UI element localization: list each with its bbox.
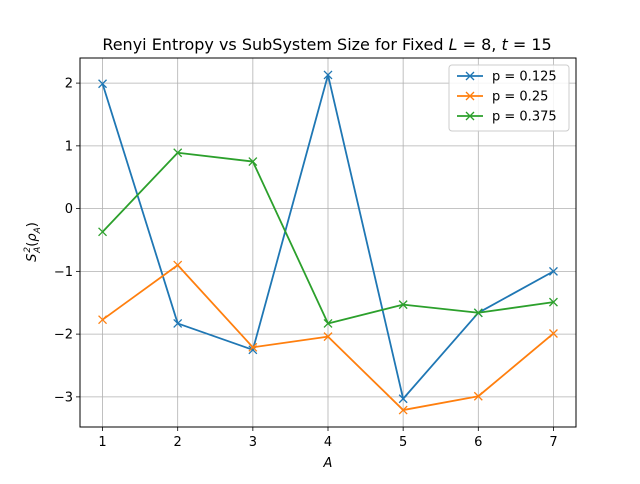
y-tick-label: 1 [65, 139, 73, 154]
x-tick-label: 6 [474, 435, 482, 450]
chart-title-t-value: = 15 [508, 35, 552, 54]
data-point-marker [398, 405, 408, 415]
series-lines [98, 70, 558, 415]
data-point-marker [323, 70, 333, 80]
data-point-marker [473, 308, 483, 318]
y-label-base: S [25, 254, 40, 262]
y-label-superscript: 2 [23, 247, 33, 253]
x-tick-label: 1 [98, 435, 106, 450]
y-label-paren-close: ) [25, 222, 40, 227]
data-point-marker [548, 297, 558, 307]
data-point-marker [173, 318, 183, 328]
data-point-marker-stroke-b [473, 308, 483, 318]
y-axis-label: S2A(ρA) [23, 222, 43, 262]
x-tick-label: 3 [249, 435, 257, 450]
chart-title-prefix: Renyi Entropy vs SubSystem Size for Fixe… [102, 35, 448, 54]
data-point-marker-stroke-b [173, 318, 183, 328]
data-point-marker-stroke-b [398, 300, 408, 310]
data-point-marker-stroke-b [173, 260, 183, 270]
data-point-marker [398, 300, 408, 310]
data-point-marker-stroke-b [98, 315, 108, 325]
y-tick-label: 2 [65, 77, 73, 92]
legend-label: p = 0.125 [492, 70, 557, 85]
y-label-rho-subscript: A [33, 227, 43, 234]
legend-marker [465, 91, 475, 101]
chart-title-l-symbol: L [449, 35, 458, 54]
y-tick-label: −2 [54, 328, 73, 343]
data-point-marker [173, 148, 183, 158]
y-tick-label: −3 [54, 390, 73, 405]
x-tick-label: 2 [174, 435, 182, 450]
data-point-marker-stroke-b [173, 148, 183, 158]
y-tick-label: 0 [65, 202, 73, 217]
legend-box [448, 64, 570, 132]
data-point-marker-stroke-b [98, 227, 108, 237]
series-3 [98, 148, 558, 328]
legend-entry: p = 0.25 [457, 90, 548, 105]
series-2 [98, 260, 558, 415]
x-tick-label: 5 [399, 435, 407, 450]
data-point-marker [323, 332, 333, 342]
x-tick-label: 7 [549, 435, 557, 450]
data-point-marker-stroke-b [98, 79, 108, 89]
data-point-marker-stroke-b [398, 405, 408, 415]
x-axis-label: A [323, 456, 333, 471]
legend-marker-stroke-b [465, 71, 475, 81]
data-point-marker-stroke-b [548, 297, 558, 307]
legend-marker-stroke-b [465, 111, 475, 121]
data-point-marker [473, 391, 483, 401]
data-point-marker-stroke-b [548, 329, 558, 338]
legend-label: p = 0.25 [492, 90, 548, 105]
legend: p = 0.125 p = 0.25 p = 0.375 [448, 64, 570, 132]
data-point-marker [98, 227, 108, 237]
data-point-marker [548, 329, 558, 338]
data-point-marker-stroke-b [323, 70, 333, 80]
data-point-marker [98, 79, 108, 89]
legend-entry: p = 0.125 [457, 70, 557, 85]
data-point-marker [173, 260, 183, 270]
data-point-marker-stroke-b [473, 391, 483, 401]
legend-marker [465, 111, 475, 121]
chart-title-l-value: = 8, [458, 35, 502, 54]
data-point-marker-stroke-b [323, 332, 333, 342]
data-point-marker [398, 394, 408, 404]
chart-title-t-symbol: t [501, 35, 508, 54]
chart-title: Renyi Entropy vs SubSystem Size for Fixe… [102, 35, 551, 54]
data-point-marker [98, 315, 108, 325]
x-tick-label: 4 [324, 435, 332, 450]
legend-entry: p = 0.375 [457, 110, 557, 125]
data-point-marker [323, 318, 333, 328]
y-label-subscript: A [33, 247, 43, 254]
data-point-marker [248, 157, 258, 167]
data-point-marker-stroke-b [548, 266, 558, 276]
y-tick-label: −1 [54, 265, 73, 280]
legend-marker [465, 71, 475, 81]
legend-marker-stroke-b [465, 91, 475, 101]
data-point-marker [548, 266, 558, 276]
data-point-marker-stroke-b [248, 157, 258, 167]
data-point-marker [248, 342, 258, 352]
data-point-marker-stroke-b [323, 318, 333, 328]
legend-label: p = 0.375 [492, 110, 557, 125]
axis-ticks: 1 2 3 4 5 6 7 −3 −2 −1 0 1 2 [54, 77, 558, 450]
y-label-rho: ρ [25, 233, 40, 242]
data-point-marker-stroke-b [248, 342, 258, 352]
data-point-marker-stroke-b [398, 394, 408, 404]
y-label-paren-open: ( [25, 242, 40, 247]
